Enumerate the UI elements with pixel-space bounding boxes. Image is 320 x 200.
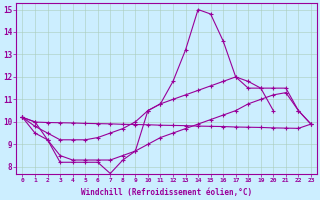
X-axis label: Windchill (Refroidissement éolien,°C): Windchill (Refroidissement éolien,°C) [81, 188, 252, 197]
